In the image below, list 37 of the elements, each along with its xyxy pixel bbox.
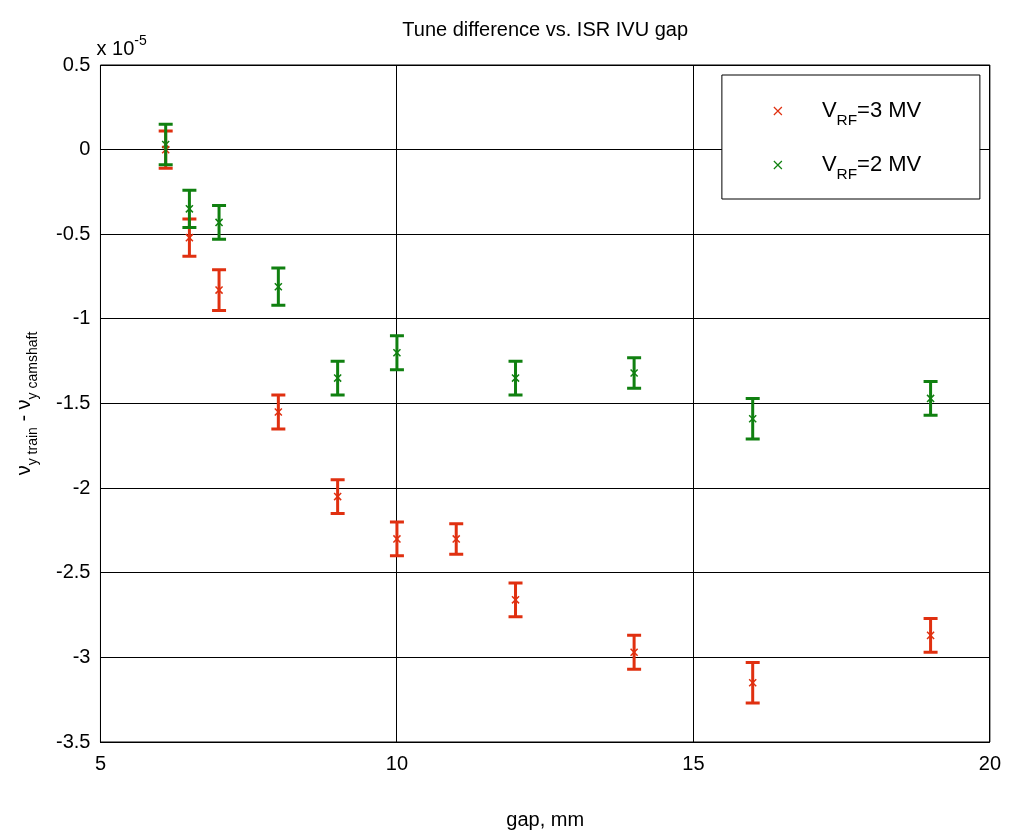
point [392, 348, 402, 358]
y-tick-label: 0 [79, 137, 91, 160]
point [926, 394, 935, 403]
y-tick-label: -2 [72, 475, 91, 498]
point [161, 145, 170, 154]
point [629, 368, 639, 378]
point [392, 534, 402, 544]
x-axis-title: gap, mm [506, 808, 585, 830]
y-tick-label: 0.5 [62, 52, 91, 75]
x-tick-label: 20 [978, 751, 1001, 774]
point [511, 595, 520, 605]
point [185, 233, 194, 242]
x-tick-label: 5 [94, 751, 107, 774]
y-tick-label: -3 [72, 644, 91, 667]
point [629, 648, 639, 657]
x-tick-label: 10 [385, 751, 409, 774]
y-tick-label: -3.5 [55, 729, 91, 752]
point [185, 204, 194, 214]
point [161, 140, 170, 149]
chart-title: Tune difference vs. ISR IVU gap [402, 18, 689, 40]
y-tick-label: -0.5 [55, 221, 91, 244]
point [333, 373, 342, 383]
y-tick-label: -1 [72, 306, 91, 329]
x-tick-label: 15 [682, 751, 705, 774]
point [748, 414, 757, 424]
point [214, 285, 224, 295]
point [274, 407, 283, 417]
y-axis-title: νy train - νy camshaft [12, 331, 40, 476]
point [214, 218, 224, 227]
point [333, 492, 342, 501]
y-tick-label: -2.5 [55, 560, 91, 583]
point [511, 373, 520, 383]
point [748, 678, 757, 688]
y-tick-label: -1.5 [55, 391, 91, 414]
point [926, 631, 935, 640]
point [274, 282, 283, 291]
point [451, 534, 461, 544]
